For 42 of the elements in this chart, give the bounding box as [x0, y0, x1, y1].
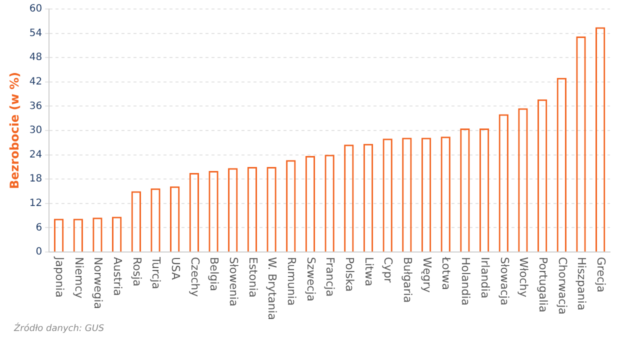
x-tick-label: Polska: [343, 257, 356, 292]
x-tick-label: Bułgaria: [401, 257, 414, 303]
x-tick-label: USA: [168, 257, 182, 280]
y-tick-label: 36: [29, 100, 42, 112]
y-tick-label: 24: [29, 149, 42, 160]
x-tick-label: Węgry: [420, 257, 434, 294]
y-tick-label: 12: [29, 198, 42, 209]
y-tick-label: 48: [29, 52, 42, 64]
text: Źródło danych: GUS: [14, 324, 104, 334]
x-tick-label: Słowacja: [498, 257, 511, 306]
x-tick-label: Łotwa: [440, 256, 453, 290]
x-tick-label: Włochy: [517, 257, 530, 298]
x-tick-label: Szwecja: [304, 257, 318, 302]
x-tick-label: Litwa: [362, 257, 376, 286]
x-tick-label: Chorwacja: [556, 257, 569, 314]
x-tick-label: Grecja: [594, 257, 608, 292]
x-tick-label: Turcja: [150, 256, 163, 290]
x-tick-label: Irlandia: [478, 257, 492, 298]
x-tick-label: Japonia: [52, 256, 66, 298]
y-tick-label: 42: [29, 76, 42, 88]
x-tick-label: Rumunia: [285, 257, 298, 306]
x-tick-label: Cypr: [382, 257, 395, 284]
x-tick-label: W. Brytania: [266, 257, 279, 320]
x-tick-label: Estonia: [246, 257, 260, 298]
x-tick-label: Niemcy: [72, 257, 86, 299]
y-tick-label: 6: [36, 222, 42, 234]
x-tick-label: Francja: [324, 257, 337, 297]
x-tick-label: Holandia: [459, 257, 472, 306]
y-tick-label: 30: [29, 125, 42, 136]
y-tick-label: 0: [36, 246, 42, 258]
x-tick-label: Austria: [110, 257, 124, 296]
x-tick-label: Norwegia: [92, 257, 105, 310]
x-tick-label: Rosja: [130, 257, 144, 286]
y-tick-label: 60: [29, 4, 42, 15]
x-tick-label: Hiszpania: [575, 257, 588, 310]
x-tick-label: Belgia: [208, 257, 221, 292]
x-tick-label: Portugalia: [536, 257, 550, 312]
y-tick-label: 18: [29, 174, 42, 185]
y-tick-label: 54: [29, 28, 42, 39]
x-tick-label: Czechy: [188, 257, 202, 298]
x-tick-label: Słowenia: [227, 257, 240, 306]
y-axis-title: Bezrobocie (w %): [7, 72, 22, 190]
